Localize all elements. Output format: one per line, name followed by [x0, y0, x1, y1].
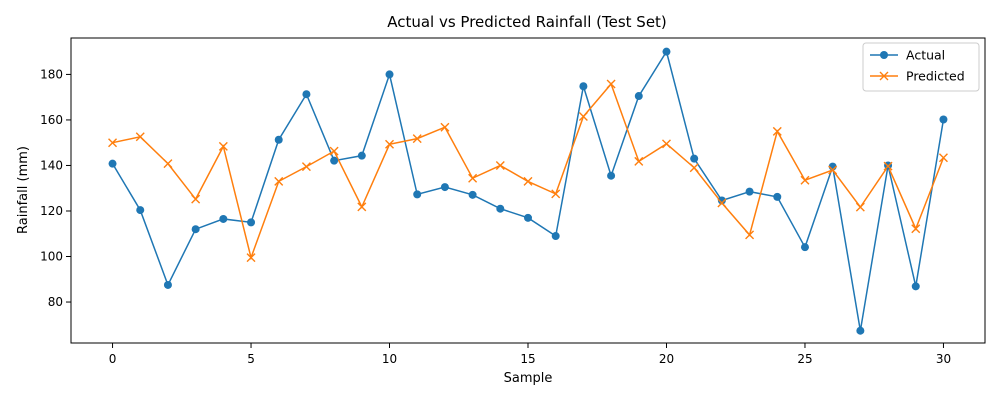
predicted-data-point	[385, 139, 395, 149]
actual-data-point	[856, 326, 865, 335]
actual-data-point	[385, 70, 394, 79]
legend-predicted-marker	[879, 71, 889, 81]
y-tick-label: 100	[40, 250, 63, 264]
predicted-data-point	[551, 189, 561, 199]
actual-data-point	[108, 159, 117, 168]
actual-data-point	[662, 47, 671, 56]
legend: Actual Predicted	[862, 42, 980, 92]
predicted-data-point	[689, 163, 699, 173]
y-tick-label: 160	[40, 113, 63, 127]
chart-title: Actual vs Predicted Rainfall (Test Set)	[387, 13, 667, 31]
actual-data-point	[911, 282, 920, 291]
predicted-data-point	[412, 134, 422, 144]
predicted-data-point	[800, 175, 810, 185]
predicted-data-point	[191, 194, 201, 204]
actual-data-point	[440, 183, 449, 192]
x-tick-label: 30	[936, 352, 951, 366]
predicted-data-point	[745, 230, 755, 240]
actual-data-point	[524, 213, 532, 222]
predicted-data-point	[661, 139, 671, 149]
actual-data-point	[800, 243, 809, 252]
actual-data-point	[219, 214, 228, 223]
predicted-data-point	[218, 141, 228, 151]
actual-data-point	[496, 204, 505, 213]
predicted-data-point	[301, 162, 311, 172]
actual-series-line	[111, 49, 945, 331]
x-tick-label: 15	[520, 352, 535, 366]
predicted-data-point	[634, 156, 644, 166]
predicted-data-point	[440, 122, 450, 132]
predicted-data-point	[717, 198, 727, 208]
predicted-data-point	[246, 253, 256, 263]
actual-data-point	[191, 225, 200, 234]
legend-actual-label: Actual	[906, 48, 945, 63]
legend-predicted-label: Predicted	[906, 69, 965, 84]
x-tick-label: 25	[797, 352, 812, 366]
actual-data-point	[136, 206, 145, 215]
legend-actual-marker	[880, 51, 888, 59]
predicted-data-point	[495, 160, 505, 170]
actual-data-point	[939, 115, 948, 124]
predicted-data-point	[772, 126, 782, 136]
predicted-data-point	[911, 224, 921, 234]
actual-data-point	[690, 154, 699, 163]
x-tick-label: 5	[247, 352, 255, 366]
actual-data-point	[357, 151, 366, 160]
actual-data-point	[634, 92, 643, 101]
predicted-series-line	[112, 82, 945, 261]
predicted-data-point	[606, 79, 616, 89]
actual-data-point	[330, 156, 339, 165]
y-tick-label: 80	[48, 295, 63, 309]
x-tick-label: 0	[109, 352, 117, 366]
predicted-data-point	[274, 176, 284, 186]
actual-data-point	[717, 196, 726, 205]
predicted-data-point	[828, 165, 838, 175]
predicted-data-point	[938, 153, 948, 163]
y-tick-label: 120	[40, 204, 63, 218]
predicted-data-point	[578, 112, 588, 122]
actual-data-point	[607, 171, 616, 180]
predicted-data-point	[468, 173, 478, 183]
y-axis-label: Rainfall (mm)	[16, 146, 31, 234]
actual-data-point	[247, 218, 256, 227]
x-tick-label: 10	[382, 352, 397, 366]
predicted-data-point	[357, 202, 367, 212]
predicted-data-point	[523, 176, 533, 186]
x-tick-label: 20	[659, 352, 674, 366]
actual-data-point	[468, 190, 477, 199]
actual-data-point	[773, 192, 782, 201]
actual-data-point	[579, 82, 588, 91]
predicted-data-point	[329, 146, 339, 156]
predicted-data-point	[883, 161, 893, 171]
predicted-data-point	[108, 138, 118, 148]
x-axis-label: Sample	[504, 371, 553, 386]
predicted-data-point	[163, 159, 173, 169]
predicted-data-point	[135, 132, 145, 142]
predicted-data-point	[855, 202, 865, 212]
actual-data-point	[413, 190, 422, 199]
actual-data-point	[745, 187, 754, 196]
y-tick-label: 140	[40, 158, 63, 172]
actual-data-point	[163, 280, 172, 289]
actual-data-point	[551, 232, 560, 241]
actual-data-point	[274, 135, 283, 144]
y-tick-label: 180	[40, 67, 63, 81]
actual-data-point	[302, 90, 311, 99]
